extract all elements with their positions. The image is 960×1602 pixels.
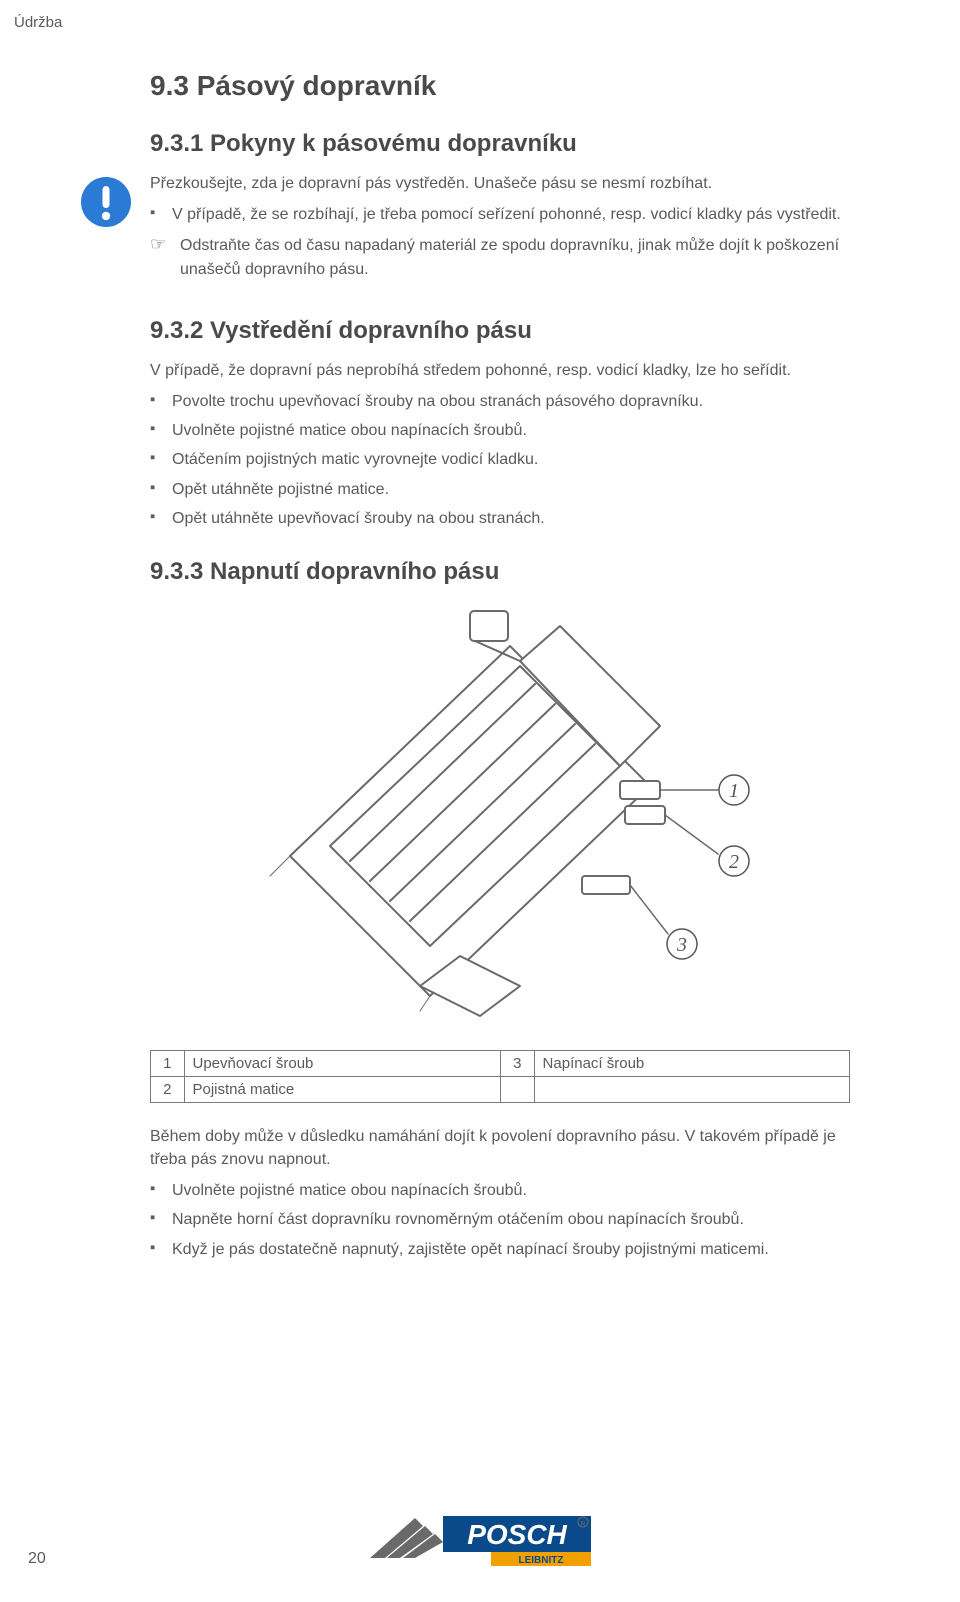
figure-callout-3: 3: [676, 934, 687, 956]
sub3-post-para: Během doby může v důsledku namáhání dojí…: [150, 1125, 850, 1171]
sub1-intro: Přezkoušejte, zda je dopravní pás vystře…: [150, 172, 850, 195]
sub2-bullet-2: ▪ Otáčením pojistných matic vyrovnejte v…: [150, 448, 850, 471]
posch-logo: POSCH R LEIBNITZ: [365, 1508, 595, 1568]
subsection-9-3-3-title: 9.3.3 Napnutí dopravního pásu: [150, 558, 850, 586]
logo-text: POSCH: [467, 1519, 567, 1550]
hand-note-text: Odstraňte čas od času napadaný materiál …: [180, 234, 850, 280]
section-title: 9.3 Pásový dopravník: [150, 70, 850, 102]
bullet-mark: ▪: [150, 419, 172, 442]
legend-cell-label: Napínací šroub: [534, 1050, 849, 1076]
sub2-bullet-0: ▪ Povolte trochu upevňovací šrouby na ob…: [150, 390, 850, 413]
notice-icon-wrap: [80, 172, 150, 233]
bullet-mark: ▪: [150, 507, 172, 530]
bullet-mark: ▪: [150, 478, 172, 501]
legend-cell-label: Upevňovací šroub: [184, 1050, 501, 1076]
logo-subtext: LEIBNITZ: [519, 1555, 564, 1566]
bullet-text: Uvolněte pojistné matice obou napínacích…: [172, 419, 527, 442]
notice-block: Přezkoušejte, zda je dopravní pás vystře…: [80, 172, 850, 289]
notice-body: Přezkoušejte, zda je dopravní pás vystře…: [150, 172, 850, 289]
table-row: 1 Upevňovací šroub 3 Napínací šroub: [151, 1050, 850, 1076]
legend-table: 1 Upevňovací šroub 3 Napínací šroub 2 Po…: [150, 1050, 850, 1103]
bullet-mark: ▪: [150, 390, 172, 413]
sub2-bullet-3: ▪ Opět utáhněte pojistné matice.: [150, 478, 850, 501]
subsection-9-3-2-title: 9.3.2 Vystředění dopravního pásu: [150, 317, 850, 345]
table-row: 2 Pojistná matice: [151, 1076, 850, 1102]
bullet-text: Otáčením pojistných matic vyrovnejte vod…: [172, 448, 538, 471]
figure-callout-1: 1: [729, 780, 739, 802]
exclamation-icon: [80, 176, 132, 228]
sub3-bullet-1: ▪ Napněte horní část dopravníku rovnoměr…: [150, 1208, 850, 1231]
bullet-text: V případě, že se rozbíhají, je třeba pom…: [172, 203, 841, 226]
subsection-9-3-1-title: 9.3.1 Pokyny k pásovému dopravníku: [150, 130, 850, 158]
bullet-text: Povolte trochu upevňovací šrouby na obou…: [172, 390, 703, 413]
legend-cell-num: 3: [501, 1050, 535, 1076]
legend-cell-label: Pojistná matice: [184, 1076, 501, 1102]
legend-cell-num: 1: [151, 1050, 185, 1076]
figure-wrap: 1 2 3: [150, 606, 850, 1026]
bullet-text: Opět utáhněte pojistné matice.: [172, 478, 389, 501]
bullet-mark: ▪: [150, 448, 172, 471]
footer-logo-area: POSCH R LEIBNITZ: [0, 1508, 960, 1568]
sub2-intro: V případě, že dopravní pás neprobíhá stř…: [150, 359, 850, 382]
bullet-mark: ▪: [150, 1238, 172, 1261]
sub2-bullet-4: ▪ Opět utáhněte upevňovací šrouby na obo…: [150, 507, 850, 530]
legend-cell-label: [534, 1076, 849, 1102]
hand-note-row: ☞ Odstraňte čas od času napadaný materiá…: [150, 234, 850, 280]
logo-registered-icon: R: [580, 1521, 585, 1528]
page-header-label: Údržba: [14, 14, 62, 31]
legend-cell-num: 2: [151, 1076, 185, 1102]
bullet-text: Když je pás dostatečně napnutý, zajistět…: [172, 1238, 769, 1261]
bullet-mark: ▪: [150, 203, 172, 226]
bullet-mark: ▪: [150, 1179, 172, 1202]
sub1-bullet: ▪ V případě, že se rozbíhají, je třeba p…: [150, 203, 850, 226]
bullet-text: Napněte horní část dopravníku rovnoměrný…: [172, 1208, 744, 1231]
conveyor-figure: 1 2 3: [220, 606, 780, 1026]
bullet-mark: ▪: [150, 1208, 172, 1231]
sub2-bullet-1: ▪ Uvolněte pojistné matice obou napínací…: [150, 419, 850, 442]
legend-cell-num: [501, 1076, 535, 1102]
bullet-text: Uvolněte pojistné matice obou napínacích…: [172, 1179, 527, 1202]
sub3-bullet-0: ▪ Uvolněte pojistné matice obou napínací…: [150, 1179, 850, 1202]
bullet-text: Opět utáhněte upevňovací šrouby na obou …: [172, 507, 545, 530]
figure-callout-2: 2: [729, 851, 739, 873]
sub3-bullet-2: ▪ Když je pás dostatečně napnutý, zajist…: [150, 1238, 850, 1261]
hand-icon: ☞: [150, 234, 180, 280]
page-content: 9.3 Pásový dopravník 9.3.1 Pokyny k páso…: [90, 20, 870, 1261]
